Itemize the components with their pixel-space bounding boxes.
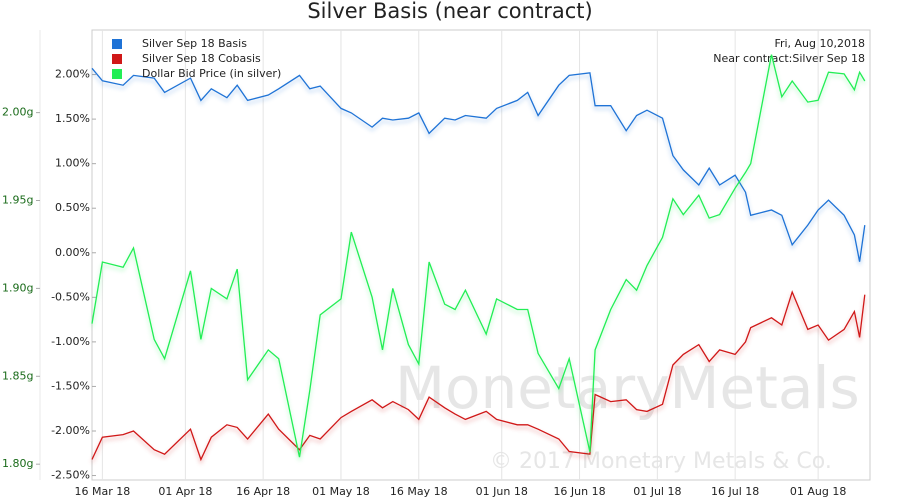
x-tick-label: 01 Apr 18 <box>158 485 212 498</box>
y-tick-label: -1.00% <box>51 335 90 348</box>
y2-tick-label: 1.85g <box>2 369 33 382</box>
series-line <box>91 54 866 458</box>
x-tick-label: 01 May 18 <box>312 485 370 498</box>
legend-label: Silver Sep 18 Cobasis <box>142 52 261 65</box>
series-line <box>91 67 866 262</box>
y-tick-label: -1.50% <box>51 379 90 392</box>
watermark: © 2017 Monetary Metals & Co. <box>490 449 832 474</box>
annotation: Fri, Aug 10,2018 <box>774 37 865 50</box>
y2-tick-label: 1.90g <box>2 281 33 294</box>
y2-tick-label: 1.80g <box>2 457 33 470</box>
watermark: MonetaryMetals <box>395 354 860 422</box>
y-tick-label: -0.50% <box>51 290 90 303</box>
y-tick-label: 1.50% <box>55 112 90 125</box>
legend-swatch <box>112 54 122 64</box>
y-tick-label: 0.00% <box>55 246 90 259</box>
legend-swatch <box>112 39 122 49</box>
x-tick-label: 01 Jun 18 <box>476 485 528 498</box>
x-tick-label: 01 Aug 18 <box>790 485 846 498</box>
legend-swatch <box>112 69 122 79</box>
y-tick-label: 0.50% <box>55 201 90 214</box>
y-tick-label: 1.00% <box>55 157 90 170</box>
annotation: Near contract:Silver Sep 18 <box>713 52 865 65</box>
y2-tick-label: 1.95g <box>2 194 33 207</box>
x-tick-label: 01 Jul 18 <box>633 485 681 498</box>
chart-title: Silver Basis (near contract) <box>307 0 592 23</box>
x-tick-label: 16 Apr 18 <box>236 485 290 498</box>
y2-tick-label: 2.00g <box>2 106 33 119</box>
legend-label: Silver Sep 18 Basis <box>142 37 247 50</box>
series-line <box>91 290 866 462</box>
x-tick-label: 16 Jun 18 <box>553 485 605 498</box>
plot-frame <box>91 29 871 481</box>
x-tick-label: 16 Mar 18 <box>74 485 130 498</box>
x-tick-label: 16 May 18 <box>390 485 448 498</box>
y-tick-label: -2.50% <box>51 469 90 482</box>
legend-label: Dollar Bid Price (in silver) <box>142 67 281 80</box>
y-tick-label: -2.00% <box>51 424 90 437</box>
y-tick-label: 2.00% <box>55 68 90 81</box>
x-tick-label: 16 Jul 18 <box>711 485 759 498</box>
